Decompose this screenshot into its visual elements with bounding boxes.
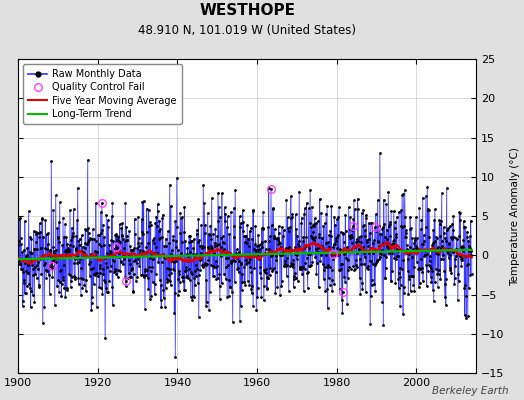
Y-axis label: Temperature Anomaly (°C): Temperature Anomaly (°C): [510, 147, 520, 286]
Text: Berkeley Earth: Berkeley Earth: [432, 386, 508, 396]
Title: 48.910 N, 101.019 W (United States): 48.910 N, 101.019 W (United States): [138, 24, 356, 37]
Legend: Raw Monthly Data, Quality Control Fail, Five Year Moving Average, Long-Term Tren: Raw Monthly Data, Quality Control Fail, …: [23, 64, 182, 124]
Text: WESTHOPE: WESTHOPE: [199, 4, 295, 18]
